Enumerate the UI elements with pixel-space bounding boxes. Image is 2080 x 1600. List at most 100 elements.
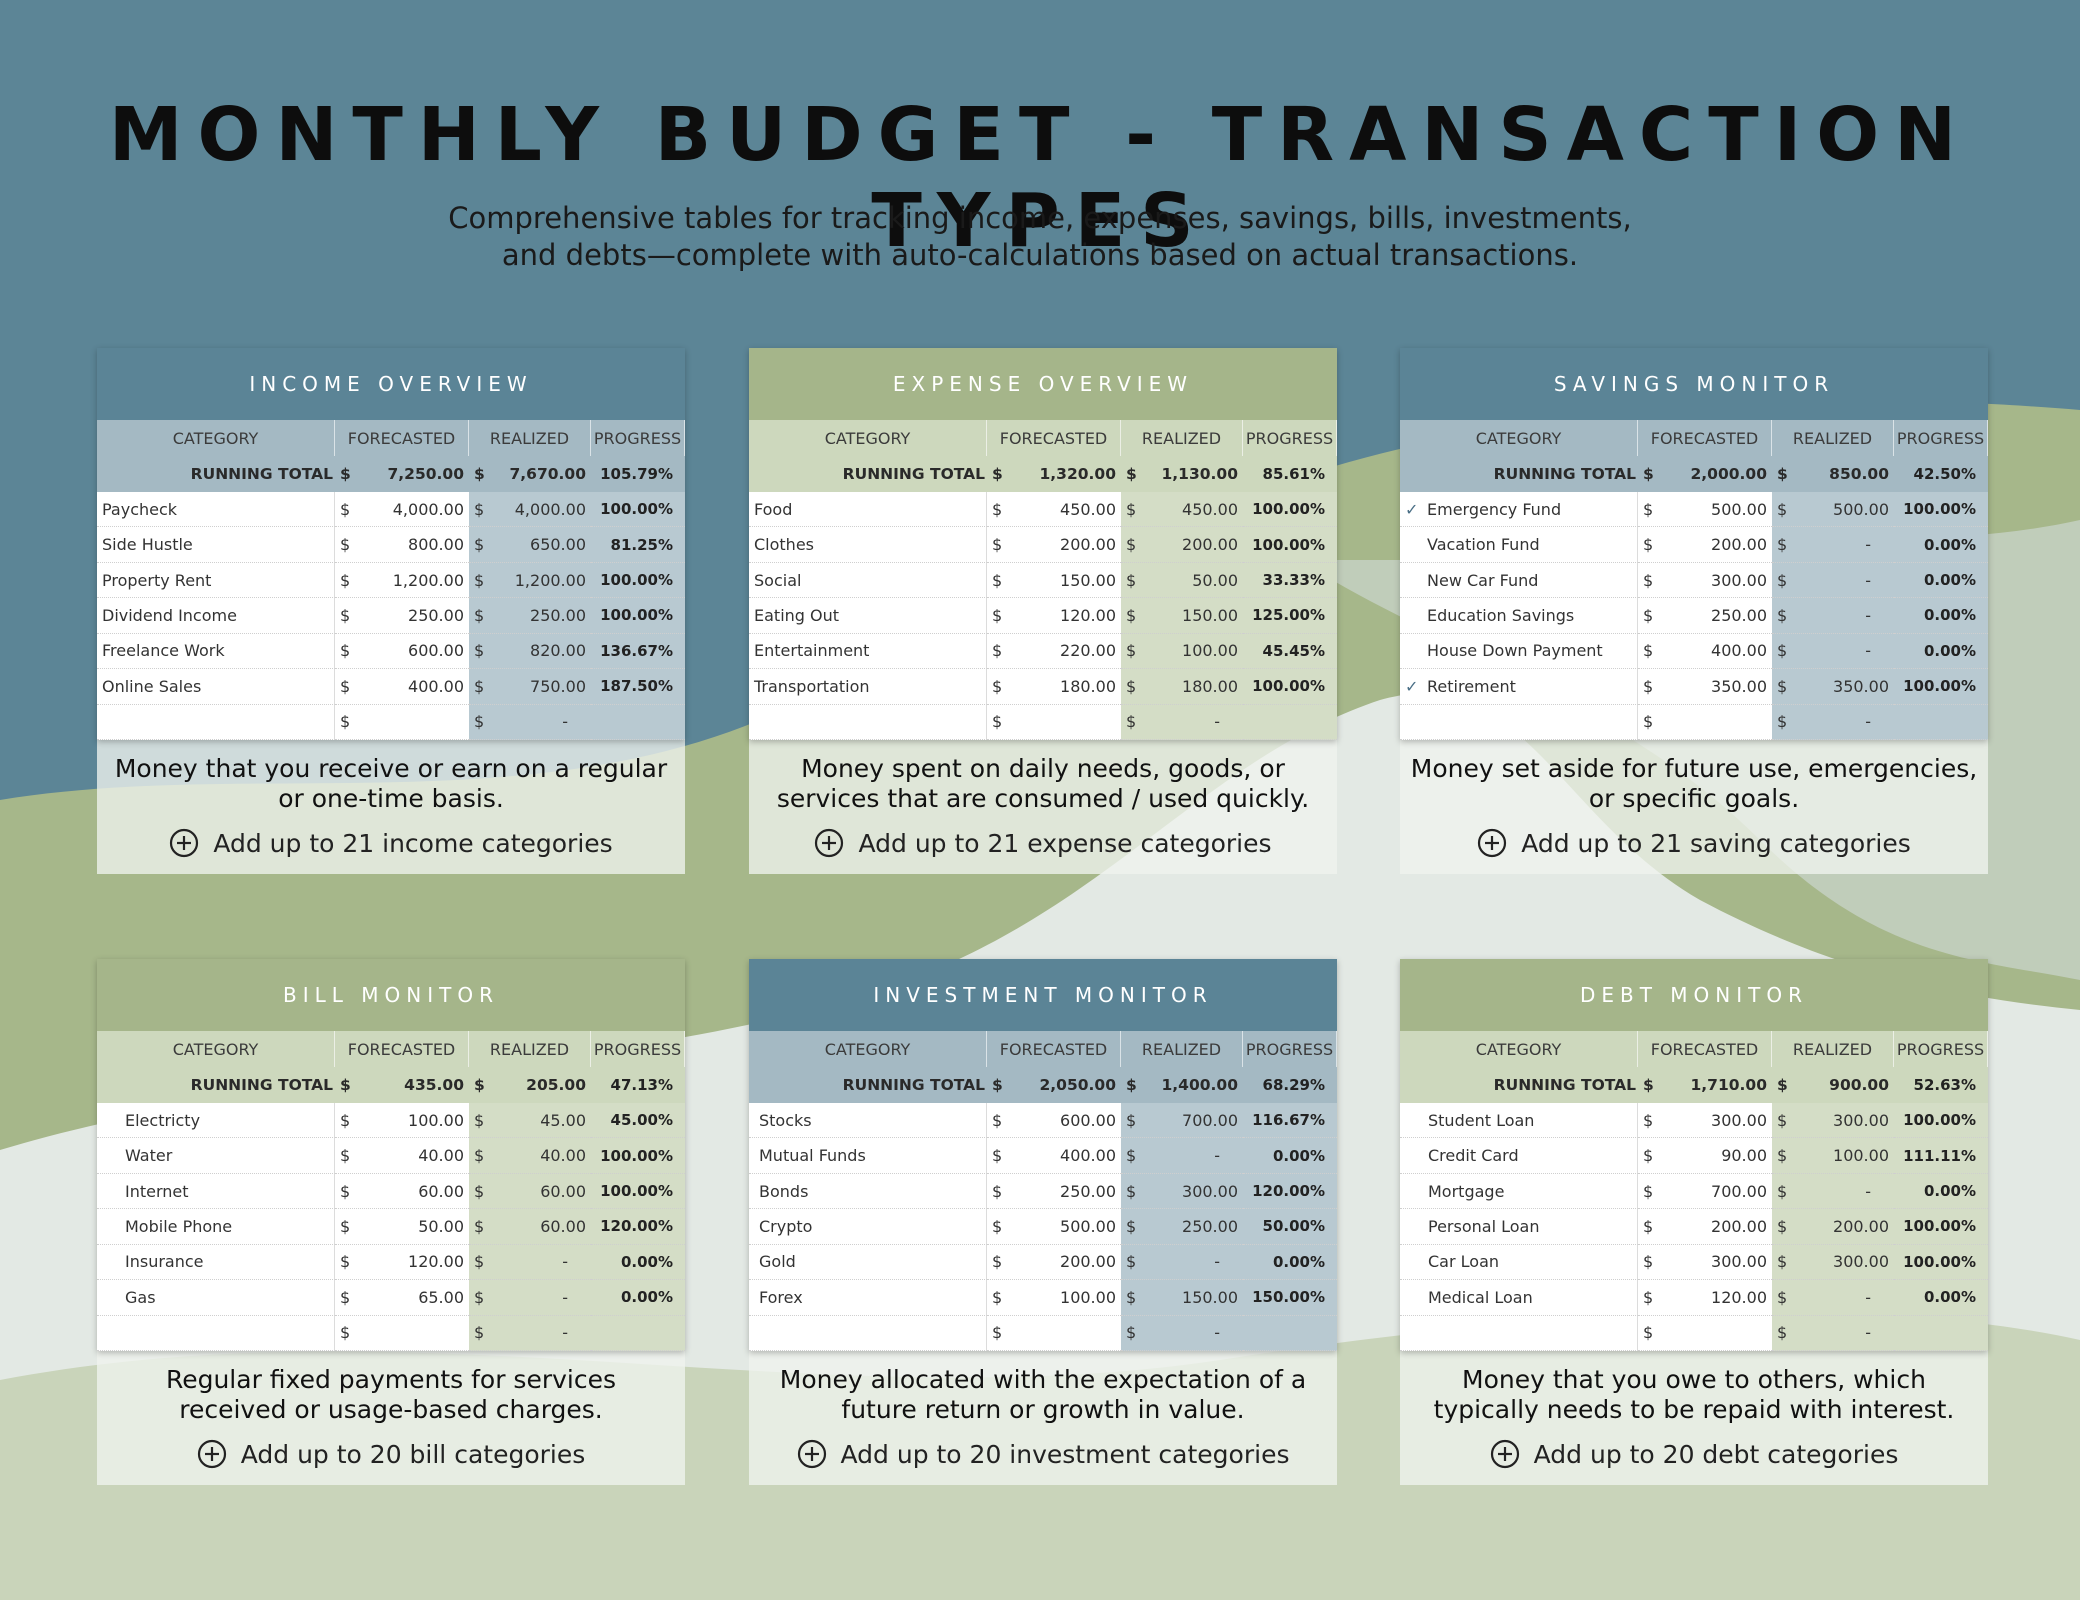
column-header[interactable]: PROGRESS (1894, 1031, 1988, 1067)
circle-plus-icon[interactable] (197, 1439, 227, 1469)
category-cell[interactable]: Mobile Phone (97, 1209, 335, 1245)
category-cell[interactable] (97, 704, 335, 740)
category-cell[interactable]: Entertainment (749, 633, 987, 670)
category-cell[interactable]: Car Loan (1400, 1244, 1638, 1281)
realized-cell[interactable]: $ - (1772, 633, 1894, 670)
category-cell[interactable]: Transportation (749, 669, 987, 705)
category-cell[interactable]: Bonds (749, 1173, 987, 1210)
forecasted-cell[interactable]: $60.00 (335, 1173, 469, 1210)
realized-cell[interactable]: $ - (1772, 562, 1894, 599)
category-cell[interactable]: Mortgage (1400, 1173, 1638, 1210)
circle-plus-icon[interactable] (169, 828, 199, 858)
realized-cell[interactable]: $40.00 (469, 1138, 591, 1174)
column-header[interactable]: FORECASTED (335, 1031, 469, 1067)
forecasted-cell[interactable]: $300.00 (1638, 562, 1772, 599)
category-cell[interactable]: ✓ Retirement (1400, 669, 1638, 705)
column-header[interactable]: CATEGORY (97, 420, 335, 456)
category-cell[interactable]: Internet (97, 1173, 335, 1210)
column-header[interactable]: PROGRESS (1894, 420, 1988, 456)
column-header[interactable]: REALIZED (1121, 1031, 1243, 1067)
category-cell[interactable]: New Car Fund (1400, 562, 1638, 599)
column-header[interactable]: CATEGORY (749, 1031, 987, 1067)
category-cell[interactable]: Mutual Funds (749, 1138, 987, 1174)
column-header[interactable]: PROGRESS (1243, 420, 1337, 456)
realized-cell[interactable]: $150.00 (1121, 598, 1243, 634)
forecasted-cell[interactable]: $4,000.00 (335, 492, 469, 528)
realized-cell[interactable]: $ - (1772, 704, 1894, 740)
category-cell[interactable]: House Down Payment (1400, 633, 1638, 670)
category-cell[interactable] (1400, 704, 1638, 740)
column-header[interactable]: REALIZED (469, 1031, 591, 1067)
forecasted-cell[interactable]: $350.00 (1638, 669, 1772, 705)
category-cell[interactable] (749, 1315, 987, 1351)
realized-cell[interactable]: $820.00 (469, 633, 591, 670)
realized-cell[interactable]: $500.00 (1772, 492, 1894, 528)
forecasted-cell[interactable]: $40.00 (335, 1138, 469, 1174)
forecasted-cell[interactable]: $250.00 (1638, 598, 1772, 634)
column-header[interactable]: FORECASTED (335, 420, 469, 456)
forecasted-cell[interactable]: $450.00 (987, 492, 1121, 528)
add-categories-button[interactable]: Add up to 21 income categories (97, 828, 685, 858)
forecasted-cell[interactable]: $200.00 (987, 1244, 1121, 1281)
realized-cell[interactable]: $ - (1121, 1138, 1243, 1174)
forecasted-cell[interactable]: $ (1638, 704, 1772, 740)
column-header[interactable]: FORECASTED (1638, 420, 1772, 456)
circle-plus-icon[interactable] (1490, 1439, 1520, 1469)
realized-cell[interactable]: $ - (469, 1315, 591, 1351)
category-cell[interactable]: Water (97, 1138, 335, 1174)
column-header[interactable]: CATEGORY (749, 420, 987, 456)
forecasted-cell[interactable]: $120.00 (987, 598, 1121, 634)
category-cell[interactable]: Credit Card (1400, 1138, 1638, 1174)
forecasted-cell[interactable]: $250.00 (987, 1173, 1121, 1210)
forecasted-cell[interactable]: $ (987, 1315, 1121, 1351)
forecasted-cell[interactable]: $600.00 (335, 633, 469, 670)
forecasted-cell[interactable]: $500.00 (1638, 492, 1772, 528)
add-categories-button[interactable]: Add up to 20 bill categories (97, 1439, 685, 1469)
realized-cell[interactable]: $700.00 (1121, 1103, 1243, 1139)
add-categories-button[interactable]: Add up to 21 saving categories (1400, 828, 1988, 858)
column-header[interactable]: REALIZED (469, 420, 591, 456)
category-cell[interactable]: Property Rent (97, 562, 335, 599)
realized-cell[interactable]: $250.00 (1121, 1209, 1243, 1245)
column-header[interactable]: CATEGORY (1400, 1031, 1638, 1067)
column-header[interactable]: PROGRESS (1243, 1031, 1337, 1067)
category-cell[interactable]: Forex (749, 1280, 987, 1316)
column-header[interactable]: FORECASTED (987, 420, 1121, 456)
forecasted-cell[interactable]: $50.00 (335, 1209, 469, 1245)
category-cell[interactable]: Freelance Work (97, 633, 335, 670)
category-cell[interactable] (97, 1315, 335, 1351)
forecasted-cell[interactable]: $400.00 (335, 669, 469, 705)
category-cell[interactable]: Gas (97, 1280, 335, 1316)
forecasted-cell[interactable]: $180.00 (987, 669, 1121, 705)
realized-cell[interactable]: $450.00 (1121, 492, 1243, 528)
category-cell[interactable]: ✓ Emergency Fund (1400, 492, 1638, 528)
realized-cell[interactable]: $ - (1772, 598, 1894, 634)
category-cell[interactable]: Eating Out (749, 598, 987, 634)
realized-cell[interactable]: $300.00 (1772, 1244, 1894, 1281)
add-categories-button[interactable]: Add up to 20 investment categories (749, 1439, 1337, 1469)
forecasted-cell[interactable]: $120.00 (1638, 1280, 1772, 1316)
realized-cell[interactable]: $100.00 (1772, 1138, 1894, 1174)
realized-cell[interactable]: $100.00 (1121, 633, 1243, 670)
forecasted-cell[interactable]: $200.00 (987, 527, 1121, 563)
realized-cell[interactable]: $60.00 (469, 1173, 591, 1210)
category-cell[interactable]: Medical Loan (1400, 1280, 1638, 1316)
category-cell[interactable]: Personal Loan (1400, 1209, 1638, 1245)
category-cell[interactable] (1400, 1315, 1638, 1351)
forecasted-cell[interactable]: $ (335, 1315, 469, 1351)
column-header[interactable]: CATEGORY (97, 1031, 335, 1067)
forecasted-cell[interactable]: $300.00 (1638, 1244, 1772, 1281)
forecasted-cell[interactable]: $120.00 (335, 1244, 469, 1281)
column-header[interactable]: FORECASTED (1638, 1031, 1772, 1067)
category-cell[interactable]: Electricty (97, 1103, 335, 1139)
forecasted-cell[interactable]: $300.00 (1638, 1103, 1772, 1139)
circle-plus-icon[interactable] (797, 1439, 827, 1469)
category-cell[interactable]: Gold (749, 1244, 987, 1281)
realized-cell[interactable]: $ - (1772, 1280, 1894, 1316)
add-categories-button[interactable]: Add up to 20 debt categories (1400, 1439, 1988, 1469)
realized-cell[interactable]: $200.00 (1121, 527, 1243, 563)
category-cell[interactable]: Clothes (749, 527, 987, 563)
category-cell[interactable]: Social (749, 562, 987, 599)
category-cell[interactable]: Food (749, 492, 987, 528)
forecasted-cell[interactable]: $200.00 (1638, 527, 1772, 563)
